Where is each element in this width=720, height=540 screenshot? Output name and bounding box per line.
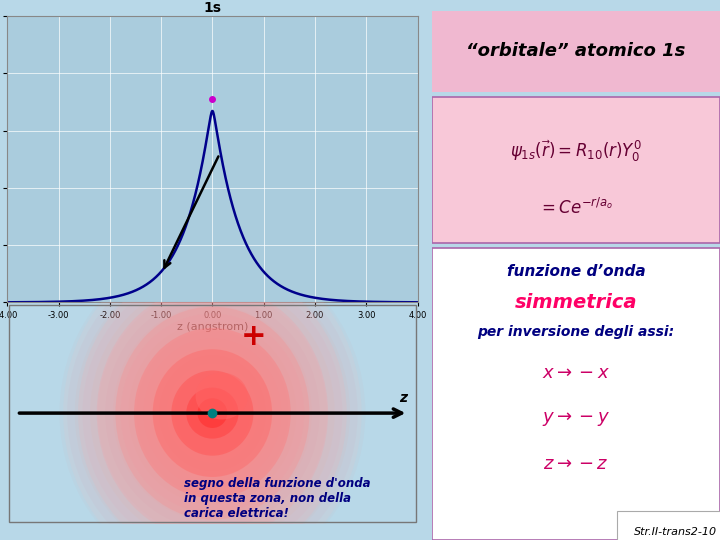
Text: $\psi_{1s}(\vec{r}) = R_{10}(r)Y_0^0$: $\psi_{1s}(\vec{r}) = R_{10}(r)Y_0^0$ (510, 138, 642, 164)
Ellipse shape (197, 396, 228, 430)
Ellipse shape (189, 388, 235, 438)
Text: $x \rightarrow -x$: $x \rightarrow -x$ (542, 363, 610, 382)
Ellipse shape (159, 355, 266, 471)
Text: Str.II-trans2-10: Str.II-trans2-10 (634, 527, 717, 537)
Ellipse shape (151, 347, 274, 480)
Ellipse shape (153, 349, 272, 477)
X-axis label: z (angstrom): z (angstrom) (176, 322, 248, 332)
Ellipse shape (63, 247, 361, 540)
Ellipse shape (174, 372, 251, 455)
Ellipse shape (143, 339, 282, 488)
Text: funzione d’onda: funzione d’onda (507, 264, 645, 279)
Ellipse shape (171, 370, 253, 456)
Ellipse shape (134, 328, 291, 498)
Text: simmetrica: simmetrica (515, 293, 637, 312)
Text: z: z (399, 392, 407, 406)
Text: $z \rightarrow -z$: $z \rightarrow -z$ (544, 455, 608, 474)
Ellipse shape (197, 398, 228, 428)
Ellipse shape (113, 305, 312, 521)
Text: $y \rightarrow -y$: $y \rightarrow -y$ (542, 409, 610, 428)
Ellipse shape (121, 314, 304, 512)
Text: +: + (240, 322, 266, 351)
Ellipse shape (136, 330, 289, 496)
Ellipse shape (186, 388, 238, 438)
FancyBboxPatch shape (432, 248, 720, 540)
Title: 1s: 1s (203, 1, 222, 15)
Ellipse shape (128, 322, 297, 504)
Ellipse shape (166, 363, 258, 463)
FancyBboxPatch shape (432, 97, 720, 243)
Text: $= Ce^{-r/a_o}$: $= Ce^{-r/a_o}$ (539, 198, 613, 218)
Ellipse shape (182, 380, 243, 446)
Ellipse shape (78, 264, 347, 540)
Ellipse shape (115, 307, 310, 519)
Ellipse shape (196, 373, 248, 420)
Text: segno della funzione d'onda
in questa zona, non della
carica elettrica!: segno della funzione d'onda in questa zo… (184, 476, 371, 519)
Text: “orbitale” atomico 1s: “orbitale” atomico 1s (467, 42, 685, 60)
FancyBboxPatch shape (432, 11, 720, 92)
Ellipse shape (204, 405, 220, 421)
Ellipse shape (96, 285, 328, 540)
Text: per inversione degli assi:: per inversione degli assi: (477, 325, 675, 339)
